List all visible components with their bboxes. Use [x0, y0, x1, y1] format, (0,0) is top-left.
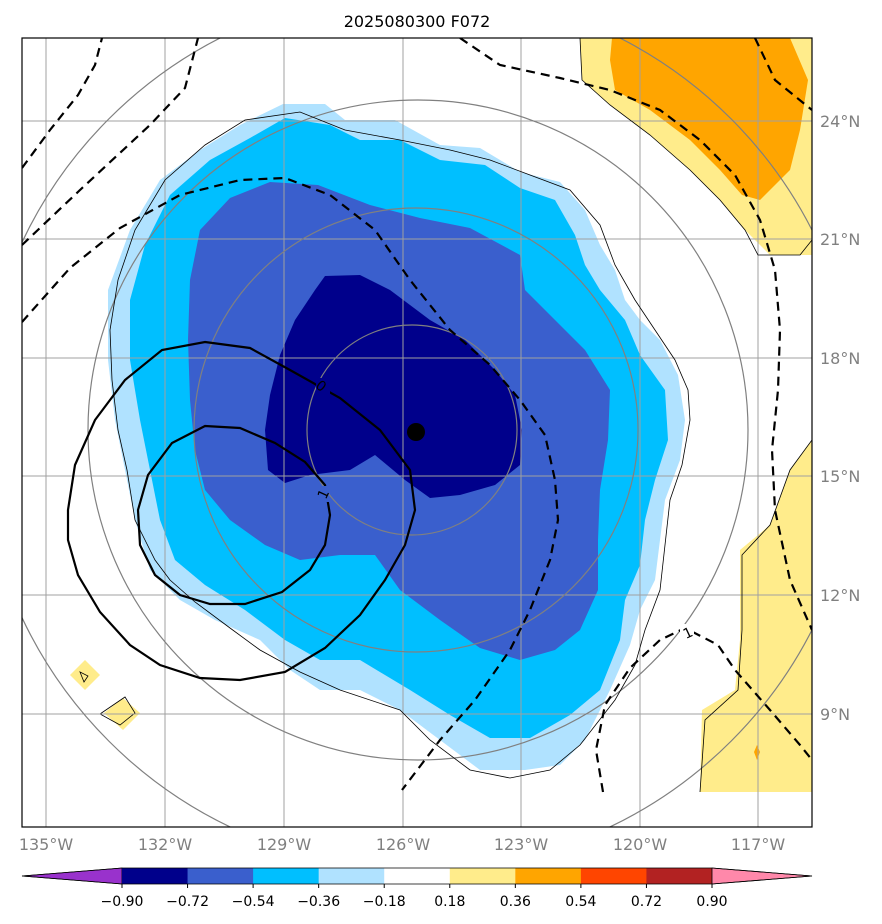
lat-tick-labels: 24°N 21°N 18°N 15°N 12°N 9°N: [820, 112, 860, 724]
colorbar-tick-label: 0.90: [696, 894, 727, 910]
solid-contours: [66, 340, 417, 682]
colorbar-tick-label: −0.90: [101, 894, 144, 910]
shade-yellow-se: [700, 440, 812, 792]
lat-label: 9°N: [820, 705, 850, 724]
map-area: 0 1 1: [22, 38, 812, 827]
colorbar-tick-label: −0.72: [166, 894, 209, 910]
storm-center-marker: [407, 423, 425, 441]
colorbar-segment: [122, 868, 189, 884]
colorbar-segment: [449, 868, 516, 884]
colorbar-segment: [646, 868, 713, 884]
lat-label: 12°N: [820, 586, 860, 605]
colorbar-tick-label: −0.36: [297, 894, 340, 910]
colorbar-segment: [384, 868, 451, 884]
lat-label: 21°N: [820, 230, 860, 249]
contour-thin-diamond: [79, 671, 136, 726]
colorbar-tick-label: 0.18: [434, 894, 465, 910]
shade-deep-blue: [265, 275, 522, 498]
lon-label: 132°W: [138, 835, 193, 854]
colorbar-tick-label: 0.72: [631, 894, 662, 910]
lon-label: 117°W: [731, 835, 786, 854]
lon-label: 120°W: [613, 835, 668, 854]
lat-label: 18°N: [820, 349, 860, 368]
colorbar-segment: [580, 868, 647, 884]
colorbar-tick-label: −0.54: [232, 894, 275, 910]
colorbar-tick-label: 0.36: [500, 894, 531, 910]
thin-contours: [109, 38, 812, 793]
lat-label: 15°N: [820, 467, 860, 486]
lon-label: 135°W: [19, 835, 74, 854]
colorbar-tick-label: 0.54: [565, 894, 596, 910]
colorbar-segment: [318, 868, 385, 884]
shade-yellow-diamond-1: [70, 660, 100, 690]
map-title: 2025080300 F072: [344, 12, 491, 31]
lon-tick-labels: 135°W 132°W 129°W 126°W 123°W 120°W 117°…: [19, 835, 786, 854]
colorbar-segment: [515, 868, 582, 884]
colorbar: −0.90 −0.72 −0.54 −0.36 −0.18 0.18 0.36 0.54 0.7…: [21, 867, 813, 910]
range-rings: [22, 38, 812, 827]
lon-label: 126°W: [376, 835, 431, 854]
colorbar-segment: [187, 868, 254, 884]
colorbar-extend-low: [21, 867, 123, 885]
colorbar-segment: [253, 868, 320, 884]
colorbar-extend-high: [711, 867, 813, 885]
lat-label: 24°N: [820, 112, 860, 131]
lon-label: 123°W: [494, 835, 549, 854]
lon-label: 129°W: [257, 835, 312, 854]
colorbar-tick-label: −0.18: [363, 894, 406, 910]
map-frame: [21, 37, 813, 828]
